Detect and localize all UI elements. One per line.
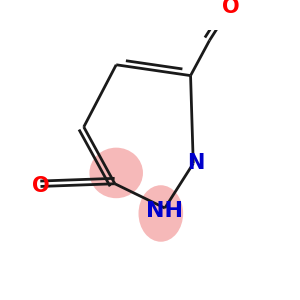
- Ellipse shape: [139, 185, 183, 242]
- Text: NH: NH: [146, 201, 183, 221]
- Text: N: N: [187, 154, 205, 173]
- Text: O: O: [222, 0, 240, 17]
- Ellipse shape: [89, 148, 143, 198]
- Text: O: O: [32, 176, 49, 196]
